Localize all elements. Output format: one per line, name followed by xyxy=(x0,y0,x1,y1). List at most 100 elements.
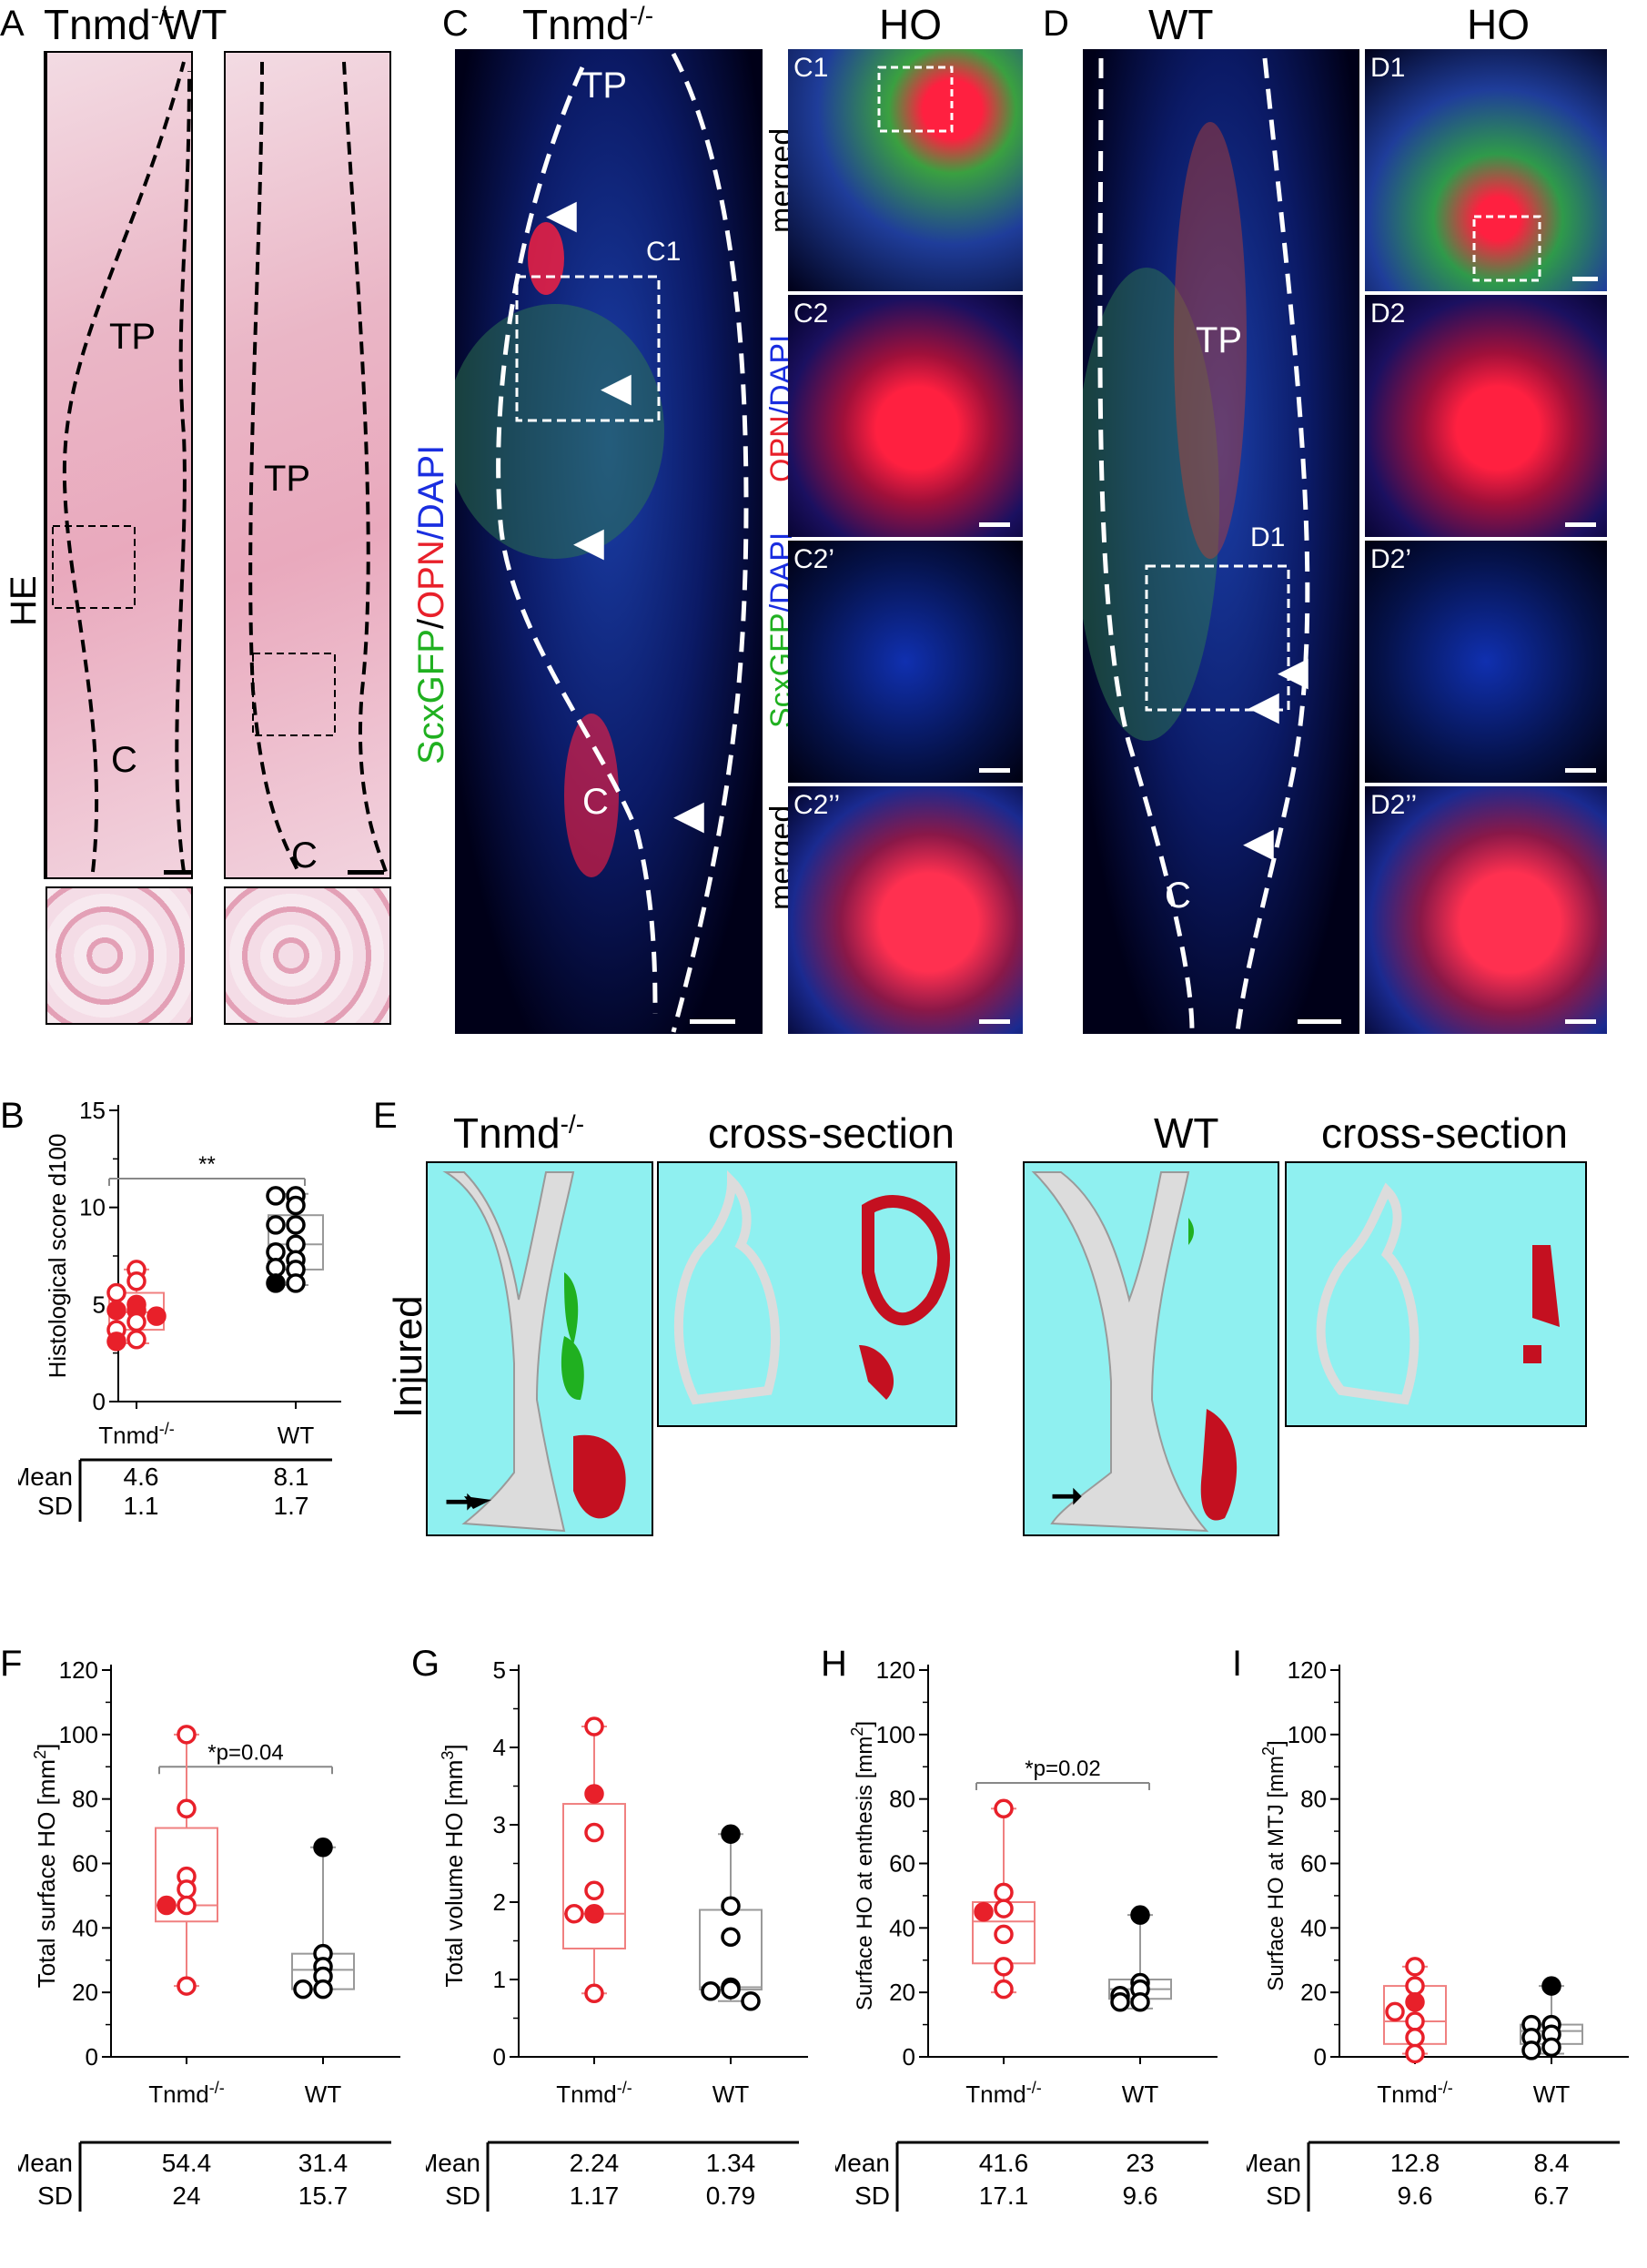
data-point xyxy=(106,1331,126,1352)
data-point xyxy=(1130,1992,1150,2012)
y-tick-label: 60 xyxy=(72,1850,98,1878)
scale-bar xyxy=(979,522,1010,527)
panel-a-title-wt: WT xyxy=(162,1,227,48)
significance-label: *p=0.02 xyxy=(1025,1757,1100,1781)
data-point xyxy=(177,1725,197,1745)
table-mean-value: 8.4 xyxy=(1534,2149,1570,2177)
y-axis-label: Surface HO at enthesis [mm2] xyxy=(848,1721,877,2010)
scale-bar xyxy=(1298,1019,1341,1024)
table-mean-value: 1.34 xyxy=(706,2149,756,2177)
panel-c-ho: HO xyxy=(879,1,942,48)
panel-e-cross2: cross-section xyxy=(1321,1109,1568,1157)
table-sd-value: 6.7 xyxy=(1534,2182,1570,2210)
data-point xyxy=(177,1895,197,1916)
panel-d-ho: HO xyxy=(1467,1,1530,48)
x-tick-label-sup: -/- xyxy=(159,1420,175,1438)
x-tick-label: Tnmd-/- xyxy=(556,2079,632,2108)
c2p-label: C2’ xyxy=(793,544,835,574)
x-tick-label-sup: -/- xyxy=(1438,2079,1453,2097)
he-tp-wt: TP xyxy=(264,459,311,499)
panel-label-d: D xyxy=(1043,4,1069,44)
table-sd-value: 17.1 xyxy=(979,2182,1029,2210)
data-point xyxy=(1541,1976,1561,1996)
table-mean-value: 12.8 xyxy=(1390,2149,1440,2177)
y-axis-label-sup: 2 xyxy=(848,1727,866,1736)
table-mean-value: 23 xyxy=(1126,2149,1154,2177)
data-point xyxy=(1405,2011,1425,2031)
he-zoom-wt xyxy=(224,886,391,1025)
y-tick-label: 40 xyxy=(72,1914,98,1941)
chart-b: 0 5 10 15 Histological score d100 Tnmd-/- WT **… xyxy=(18,1097,341,1522)
y-tick-label: 80 xyxy=(1300,1786,1327,1813)
y-tick-label: 60 xyxy=(889,1850,915,1878)
y-tick-label: 1 xyxy=(493,1966,506,1993)
data-point xyxy=(1405,1957,1425,1977)
chart-i: 0 20 40 60 80 100 120 Surface HO at MTJ [mm2] Tn… xyxy=(1247,1656,1629,2212)
data-point xyxy=(701,1981,721,2001)
arrow-icon: ◀ xyxy=(601,365,632,410)
y-tick-label: 20 xyxy=(1300,1979,1327,2006)
fluor-image-tnmd: TP C C1 ◀ ◀ ◀ ◀ xyxy=(455,49,763,1034)
y-axis-label: Total volume HO [mm3] xyxy=(439,1744,468,1987)
y-tick-label: 0 xyxy=(86,2043,98,2071)
table-mean-label: Mean xyxy=(18,2149,73,2177)
significance-label: *p=0.04 xyxy=(207,1740,283,1765)
table-sd-label: SD xyxy=(1266,2182,1301,2210)
table-mean-value: 2.24 xyxy=(570,2149,620,2177)
y-tick-label: 5 xyxy=(493,1656,506,1684)
chart-f: 0 20 40 60 80 100 120 Total surface HO [mm2] Tnm… xyxy=(18,1656,400,2212)
c1-image: C1 xyxy=(788,49,1023,291)
data-point xyxy=(974,1901,994,1922)
y-tick-label: 80 xyxy=(72,1786,98,1813)
data-point xyxy=(994,1898,1014,1919)
table-mean-label: Mean xyxy=(835,2149,890,2177)
data-point xyxy=(313,1979,333,2000)
y-axis-label: Histological score d100 xyxy=(44,1134,71,1379)
d1-label: D1 xyxy=(1370,53,1406,83)
table-sd-value: 9.6 xyxy=(1398,2182,1433,2210)
y-tick-label: 4 xyxy=(493,1734,506,1761)
y-tick-label: 100 xyxy=(1288,1721,1327,1748)
panel-d-title: WT xyxy=(1148,1,1214,48)
fluor-image-wt: TP C D1 ◀ ◀ ◀ xyxy=(1083,49,1359,1034)
c-label: C xyxy=(582,782,609,822)
ct-ko-3d: ➞ xyxy=(426,1161,653,1536)
y-tick-label: 2 xyxy=(493,1888,506,1916)
panel-e-ko: Tnmd-/- xyxy=(453,1109,585,1157)
table-sd-value: 0.79 xyxy=(706,2182,756,2210)
box-iqr xyxy=(699,1909,763,1991)
panel-label-i: I xyxy=(1232,1644,1243,1684)
data-point xyxy=(1110,1992,1130,2012)
scale-bar xyxy=(164,870,191,875)
table-mean-value: 8.1 xyxy=(274,1463,309,1491)
table-sd-label: SD xyxy=(445,2182,480,2210)
data-point xyxy=(1130,1905,1150,1925)
table-mean-label: Mean xyxy=(426,2149,480,2177)
data-point xyxy=(584,1904,604,1924)
y-tick-label: 5 xyxy=(93,1291,106,1318)
table-mean-value: 54.4 xyxy=(162,2149,212,2177)
data-point xyxy=(177,1879,197,1899)
data-point xyxy=(266,1186,286,1206)
y-axis-label-end: ] xyxy=(853,1721,877,1727)
data-point xyxy=(1521,2040,1541,2060)
y-axis-label-end: ] xyxy=(33,1744,60,1750)
y-tick-label: 100 xyxy=(59,1721,98,1748)
arrow-icon: ◀ xyxy=(573,520,604,564)
data-point xyxy=(266,1241,286,1262)
scale-bar xyxy=(1565,1019,1596,1024)
y-tick-label: 120 xyxy=(876,1656,915,1684)
y-tick-label: 15 xyxy=(79,1097,106,1124)
data-point xyxy=(286,1195,306,1216)
x-tick-label: Tnmd-/- xyxy=(965,2079,1041,2108)
data-point xyxy=(177,1798,197,1819)
data-point xyxy=(1541,2037,1561,2058)
data-point xyxy=(1385,2001,1405,2022)
data-point xyxy=(126,1311,147,1332)
table-mean-value: 31.4 xyxy=(298,2149,349,2177)
panel-label-b: B xyxy=(0,1096,25,1136)
y-axis-label-sup: 2 xyxy=(31,1750,49,1759)
data-point xyxy=(126,1271,147,1291)
arrow-right-icon: ➞ xyxy=(444,1479,478,1524)
y-axis-label: Total surface HO [mm2] xyxy=(31,1744,60,1989)
